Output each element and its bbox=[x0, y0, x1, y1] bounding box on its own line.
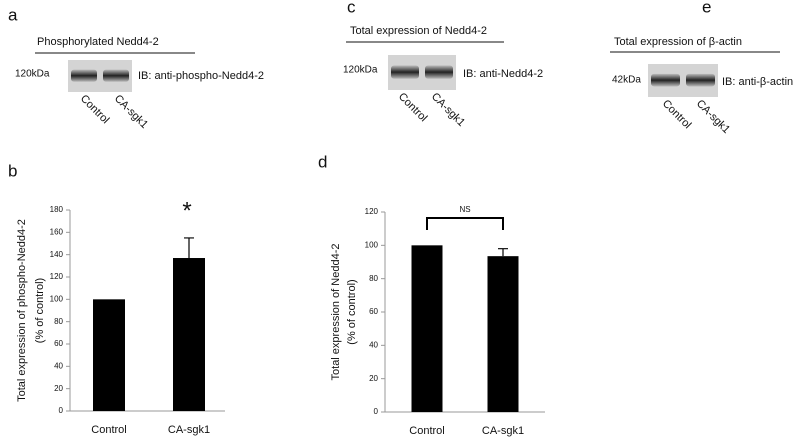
bar bbox=[487, 256, 519, 412]
lane-label: Control bbox=[396, 91, 430, 125]
y-tick-label: 120 bbox=[50, 272, 64, 281]
blot-title: Total expression of Nedd4-2 bbox=[350, 25, 487, 37]
y-tick-label: 100 bbox=[365, 240, 379, 249]
blot-panels: a Phosphorylated Nedd4-2 120kDa IB: anti-ph… bbox=[8, 0, 793, 136]
blot-band bbox=[686, 73, 715, 87]
bar bbox=[93, 299, 125, 411]
antibody-label: IB: anti-Nedd4-2 bbox=[463, 68, 543, 80]
panel-label: c bbox=[347, 0, 356, 16]
x-tick-label: Control bbox=[409, 425, 444, 437]
y-axis-label: Total expression of phospho-Nedd4-2 bbox=[16, 219, 28, 402]
blot-band bbox=[71, 69, 97, 82]
panel-label: e bbox=[702, 0, 711, 16]
y-axis-label: Total expression of Nedd4-2 bbox=[330, 244, 342, 381]
y-axis-label: (% of control) bbox=[346, 279, 358, 344]
lane-label: CA-sgk1 bbox=[694, 98, 732, 136]
panel-label: a bbox=[8, 5, 18, 24]
size-marker: 42kDa bbox=[612, 75, 641, 86]
blot-band bbox=[103, 69, 129, 82]
y-tick-label: 40 bbox=[54, 361, 63, 370]
blot-band bbox=[391, 65, 419, 79]
y-tick-label: 80 bbox=[54, 317, 63, 326]
error-bar bbox=[184, 237, 194, 259]
blot-band bbox=[651, 73, 680, 87]
bar bbox=[411, 245, 443, 412]
lane-label: Control bbox=[78, 93, 112, 127]
bar bbox=[173, 258, 205, 411]
bar-charts: b Total expression of phospho-Nedd4-2 (% o… bbox=[8, 152, 545, 437]
x-tick-label: CA-sgk1 bbox=[482, 425, 524, 437]
error-bar bbox=[498, 248, 508, 257]
lane-label: CA-sgk1 bbox=[112, 93, 150, 131]
y-tick-label: 180 bbox=[50, 205, 64, 214]
antibody-label: IB: anti-phospho-Nedd4-2 bbox=[138, 70, 264, 82]
x-tick-label: CA-sgk1 bbox=[168, 424, 210, 436]
y-tick-label: 0 bbox=[374, 407, 379, 416]
y-tick-label: 60 bbox=[369, 307, 378, 316]
lane-label: Control bbox=[660, 98, 694, 132]
size-marker: 120kDa bbox=[15, 69, 50, 80]
y-axis-label: (% of control) bbox=[34, 278, 46, 343]
size-marker: 120kDa bbox=[343, 65, 378, 76]
y-tick-label: 160 bbox=[50, 227, 64, 236]
y-tick-label: 20 bbox=[54, 384, 63, 393]
y-tick-label: 120 bbox=[365, 207, 379, 216]
antibody-label: IB: anti-β-actin bbox=[722, 76, 793, 88]
y-tick-label: 0 bbox=[59, 406, 64, 415]
panel-label: b bbox=[8, 161, 17, 180]
blot-band bbox=[425, 65, 453, 79]
blot-title: Phosphorylated Nedd4-2 bbox=[37, 36, 159, 48]
x-tick-label: Control bbox=[91, 424, 126, 436]
lane-label: CA-sgk1 bbox=[429, 91, 467, 129]
y-tick-label: 60 bbox=[54, 339, 63, 348]
y-tick-label: 140 bbox=[50, 250, 64, 259]
blot-title: Total expression of β-actin bbox=[614, 36, 742, 48]
y-tick-label: 40 bbox=[369, 340, 378, 349]
significance-marker: NS bbox=[459, 205, 470, 214]
y-tick-label: 20 bbox=[369, 374, 378, 383]
significance-marker: * bbox=[182, 197, 191, 224]
comparison-bracket bbox=[426, 217, 504, 230]
panel-label: d bbox=[318, 152, 327, 171]
y-tick-label: 100 bbox=[50, 294, 64, 303]
y-tick-label: 80 bbox=[369, 274, 378, 283]
